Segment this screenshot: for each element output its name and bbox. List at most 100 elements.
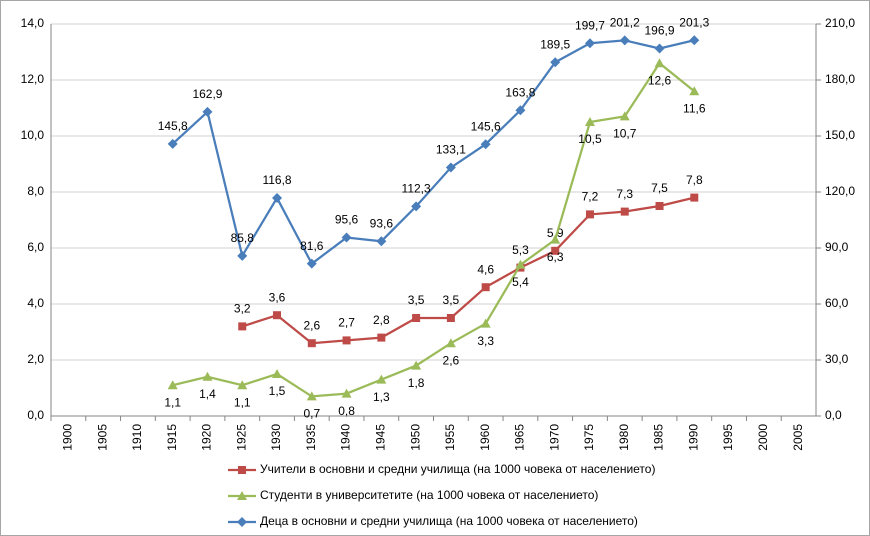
marker: [480, 318, 491, 328]
marker: [237, 491, 247, 500]
x-tick-label: 1995: [721, 424, 735, 451]
marker: [412, 314, 421, 322]
data-label: 7,5: [651, 181, 668, 195]
data-label: 85,8: [231, 231, 255, 245]
data-label: 5,3: [512, 243, 529, 257]
data-label: 3,2: [234, 302, 251, 316]
marker: [202, 371, 213, 381]
data-label: 81,6: [300, 239, 324, 253]
series-line: [172, 61, 696, 398]
x-tick-label: 1990: [686, 424, 700, 451]
marker: [515, 259, 526, 269]
data-label: 1,4: [199, 387, 216, 401]
y-tick-label: 14,0: [21, 16, 45, 30]
x-tick-label: 1975: [582, 424, 596, 451]
marker: [237, 380, 248, 390]
marker: [446, 314, 455, 322]
marker: [307, 339, 316, 348]
x-tick-label: 1915: [165, 424, 179, 451]
marker: [690, 193, 699, 202]
data-label: 2,7: [338, 316, 355, 330]
x-tick-label: 1970: [547, 424, 561, 451]
marker: [689, 86, 700, 96]
marker: [551, 246, 560, 255]
marker: [655, 202, 664, 210]
marker: [167, 138, 178, 149]
legend-label: Деца в основни и средни училища (на 1000…: [260, 514, 638, 528]
marker: [445, 162, 456, 173]
marker: [411, 360, 422, 370]
marker: [272, 192, 283, 203]
data-label: 6,3: [547, 250, 564, 264]
marker: [481, 283, 490, 292]
legend-label: Учители в основни и средни училища (на 1…: [260, 462, 655, 476]
data-label: 196,9: [645, 24, 675, 38]
x-tick-label: 1960: [478, 424, 492, 451]
x-tick-label: 1940: [339, 424, 353, 451]
data-label: 95,6: [335, 213, 359, 227]
x-tick-label: 1965: [513, 424, 527, 451]
data-label: 2,6: [303, 318, 320, 332]
x-tick-label: 1910: [130, 424, 144, 451]
x-tick-label: 1950: [408, 424, 422, 451]
data-label: 2,6: [443, 353, 460, 367]
marker: [376, 374, 387, 384]
y-tick-label: 10,0: [21, 128, 45, 142]
marker: [238, 322, 247, 331]
data-label: 145,8: [158, 119, 188, 133]
marker: [619, 111, 630, 121]
marker: [237, 250, 248, 261]
y-tick-label: 4,0: [27, 296, 44, 310]
y2-tick-label: 120,0: [825, 184, 855, 198]
data-label: 0,8: [338, 404, 355, 418]
y2-tick-label: 90,0: [825, 240, 849, 254]
y-tick-label: 12,0: [21, 72, 45, 86]
series-line: [171, 39, 695, 266]
marker: [550, 57, 561, 68]
x-tick-label: 1930: [269, 424, 283, 451]
marker: [306, 258, 317, 269]
x-tick-label: 1905: [95, 424, 109, 451]
data-label: 4,6: [477, 262, 494, 276]
data-label: 3,6: [269, 290, 286, 304]
data-label: 199,7: [575, 18, 605, 32]
y2-tick-label: 30,0: [825, 352, 849, 366]
data-label: 7,3: [616, 187, 633, 201]
data-label: 201,3: [679, 15, 709, 29]
marker: [306, 391, 317, 401]
data-label: 112,3: [402, 182, 431, 196]
data-label: 11,6: [683, 101, 706, 115]
data-label: 10,7: [613, 127, 637, 141]
series-line: [241, 196, 695, 345]
y2-tick-label: 60,0: [825, 296, 849, 310]
x-tick-label: 2005: [791, 424, 805, 451]
marker: [411, 201, 422, 212]
data-label: 0,7: [303, 407, 320, 421]
marker: [584, 117, 595, 126]
marker: [341, 388, 352, 398]
marker: [167, 380, 178, 390]
y-tick-label: 0,0: [27, 408, 44, 422]
y2-tick-label: 180,0: [825, 72, 855, 86]
marker: [654, 43, 665, 54]
data-label: 2,8: [373, 313, 390, 327]
data-label: 116,8: [262, 173, 291, 187]
data-label: 12,6: [648, 73, 672, 87]
marker: [689, 35, 700, 46]
marker: [341, 232, 352, 243]
marker: [550, 234, 561, 244]
data-label: 5,9: [547, 226, 564, 240]
x-tick-label: 2000: [756, 424, 770, 451]
marker: [202, 106, 213, 117]
data-label: 10,5: [578, 132, 602, 146]
marker: [342, 336, 351, 345]
data-label: 3,5: [408, 293, 425, 307]
data-label: 3,5: [443, 293, 460, 307]
marker: [620, 207, 629, 216]
x-tick-label: 1955: [443, 424, 457, 451]
data-label: 162,9: [192, 87, 222, 101]
data-label: 189,5: [540, 37, 570, 51]
x-tick-label: 1900: [61, 424, 75, 451]
